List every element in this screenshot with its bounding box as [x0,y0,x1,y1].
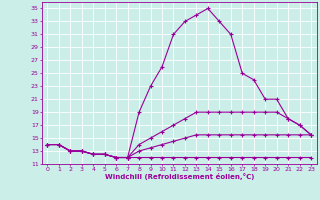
X-axis label: Windchill (Refroidissement éolien,°C): Windchill (Refroidissement éolien,°C) [105,173,254,180]
